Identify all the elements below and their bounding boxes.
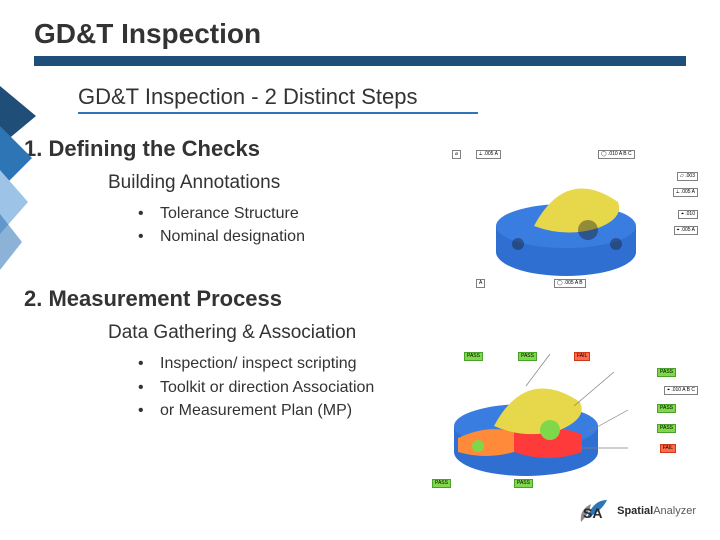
sa-logo-icon: SA	[577, 496, 611, 526]
brand-text: SpatialAnalyzer	[617, 505, 696, 517]
cad-part-colored-icon	[418, 352, 698, 490]
subtitle: GD&T Inspection - 2 Distinct Steps	[78, 84, 478, 114]
page-title: GD&T Inspection	[0, 0, 720, 52]
section2-subheading: Data Gathering & Association	[108, 322, 720, 344]
title-rule	[34, 56, 686, 66]
figure-defining-checks: ⌀ ⟂ .005 A ◯ .010 A B C ▱ .003 ⟂ .005 A …	[448, 148, 698, 288]
cad-part-icon	[448, 148, 698, 288]
brand-logo: SA SpatialAnalyzer	[577, 496, 696, 526]
section2-heading: 2. Measurement Process	[24, 286, 720, 312]
decorative-triangles	[0, 86, 36, 286]
svg-text:SA: SA	[583, 505, 602, 521]
figure-measurement-process: PASS PASS FAIL PASS ⌖ .010 A B C PASS PA…	[418, 352, 698, 490]
